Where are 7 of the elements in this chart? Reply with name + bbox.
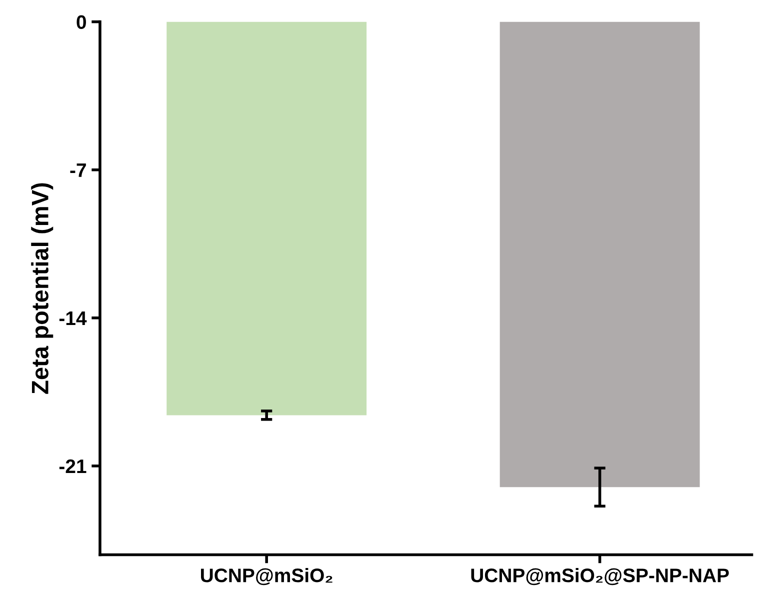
y-tick-label: -7 xyxy=(70,164,86,177)
y-tick-label: -21 xyxy=(59,459,86,473)
y-tick-label: -14 xyxy=(59,312,87,325)
y-axis-title: Zeta potential (mV) xyxy=(31,183,54,394)
x-tick-label: UCNP@mSiO₂@SP-NP-NAP xyxy=(471,568,729,586)
y-tick-label: 0 xyxy=(76,15,86,30)
x-tick-label: UCNP@mSiO₂ xyxy=(201,568,332,586)
